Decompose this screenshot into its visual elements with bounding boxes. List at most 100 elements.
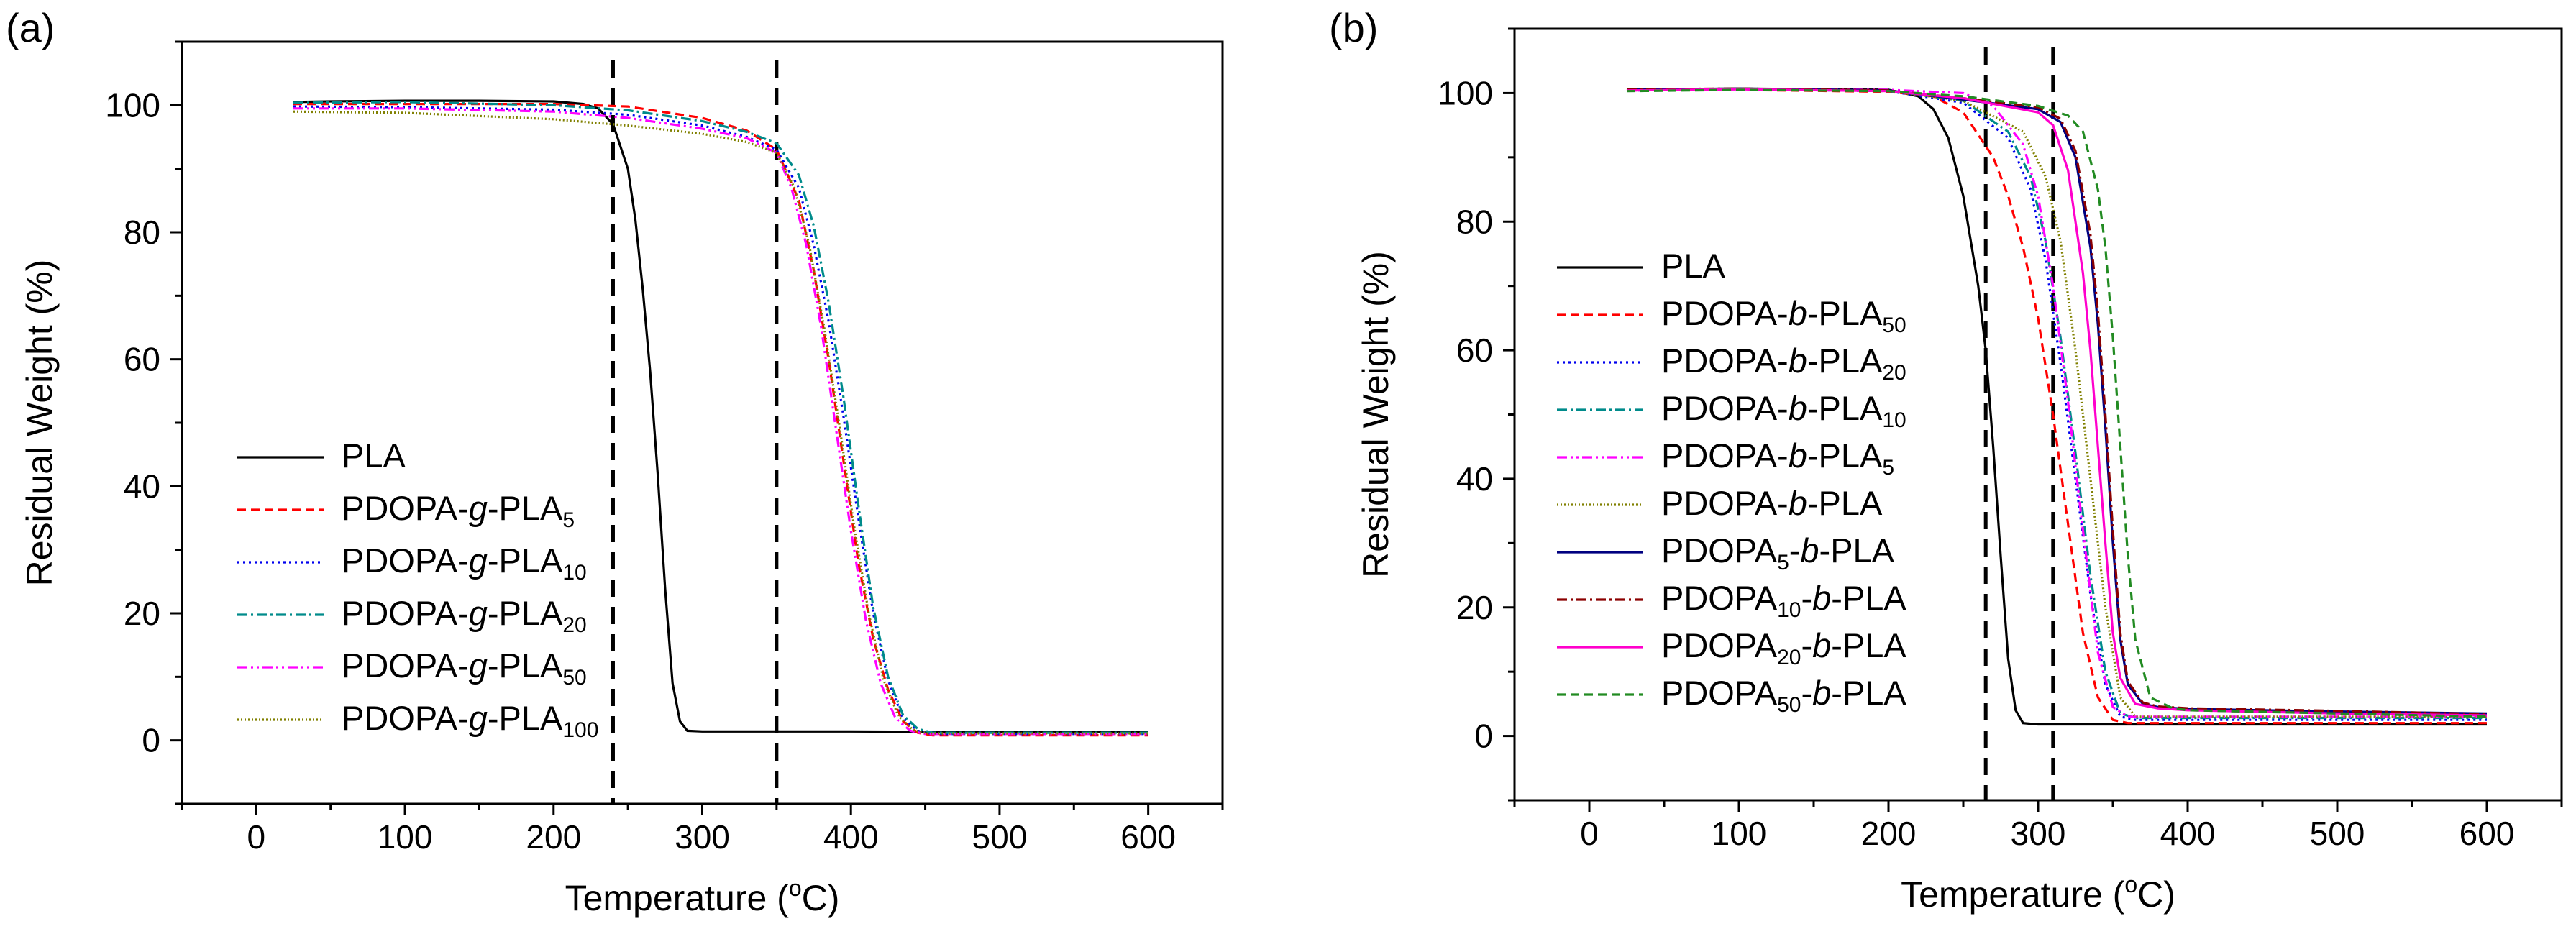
legend-label-part: 10 — [1882, 408, 1906, 432]
legend-label-part: -PLA — [1807, 436, 1883, 475]
legend-label-part: PDOPA- — [1661, 436, 1789, 475]
legend-label-part: -PLA — [1831, 674, 1906, 712]
series-line-2 — [293, 105, 1148, 736]
legend-label-part: b — [1812, 674, 1831, 712]
legend-label-part: g — [469, 699, 488, 737]
plot-frame — [181, 40, 1224, 805]
x-tick-label: 0 — [1580, 815, 1599, 852]
y-tick-label: 0 — [142, 722, 160, 759]
legend-label: PDOPA-g-PLA10 — [342, 541, 587, 585]
y-tick-label: 100 — [105, 86, 160, 124]
legend-label-part: PDOPA — [1661, 579, 1778, 617]
legend-label-part: 50 — [562, 666, 586, 690]
legend-label: PDOPA20-b-PLA — [1661, 626, 1906, 669]
legend-label: PDOPA-g-PLA100 — [342, 699, 598, 742]
legend-label-part: 5 — [1882, 456, 1894, 480]
x-axis-title-main: Temperature ( — [565, 878, 790, 918]
legend-label-part: - — [1801, 674, 1812, 712]
legend-label-part: -PLA — [488, 541, 563, 580]
x-axis-title-degree: o — [2124, 871, 2137, 897]
x-axis-title: Temperature (oC) — [1901, 871, 2175, 915]
legend-label-part: 10 — [562, 561, 586, 585]
series-line-8 — [1626, 88, 2488, 717]
legend-label-part: - — [1801, 626, 1812, 664]
legend-label-part: PDOPA- — [342, 541, 469, 580]
series-line-9 — [1626, 88, 2488, 718]
legend-label: PDOPA-g-PLA50 — [342, 646, 587, 690]
x-tick-label: 400 — [823, 818, 879, 856]
legend-label: PDOPA10-b-PLA — [1661, 579, 1906, 622]
legend-label-part: b — [1789, 389, 1807, 427]
y-axis-title: Residual Weight (%) — [19, 260, 60, 587]
legend-label-part: -PLA — [1831, 626, 1906, 664]
legend-label-part: PDOPA- — [1661, 294, 1789, 332]
legend-label-part: PDOPA- — [1661, 484, 1789, 522]
legend-label-part: b — [1789, 342, 1807, 380]
y-tick-label: 60 — [124, 341, 160, 378]
legend-label-part: 20 — [562, 613, 586, 637]
legend-label: PDOPA-b-PLA50 — [1661, 294, 1906, 337]
y-tick-label: 80 — [1456, 203, 1493, 240]
legend-label-part: PDOPA- — [342, 489, 469, 527]
legend-label-part: b — [1800, 531, 1819, 569]
legend-label-part: PLA — [342, 436, 406, 475]
legend-label-part: PDOPA- — [342, 699, 469, 737]
legend: PLAPDOPA-g-PLA5PDOPA-g-PLA10PDOPA-g-PLA2… — [237, 436, 598, 742]
legend-label-part: 20 — [1777, 646, 1801, 669]
legend-label-part: b — [1789, 436, 1807, 475]
panel-a: (a) 0 100 200 300 400 500 600 0 20 40 60 80 100 Temper… — [6, 5, 1224, 918]
x-axis-title-unit: C) — [802, 878, 840, 918]
legend-label-part: PDOPA — [1661, 674, 1778, 712]
legend-label-part: -PLA — [1807, 389, 1883, 427]
legend-label-part: g — [469, 489, 488, 527]
legend-label-part: PDOPA- — [1661, 342, 1789, 380]
legend-label-part: -PLA — [488, 699, 563, 737]
legend-label-part: -PLA — [1807, 294, 1883, 332]
y-tick-label: 20 — [1456, 589, 1493, 626]
series-line-0 — [1626, 87, 2487, 726]
y-tick-label: 100 — [1438, 74, 1493, 111]
legend-label-part: -PLA — [488, 646, 563, 685]
x-tick-label: 300 — [2011, 815, 2066, 852]
legend-label-part: PDOPA — [1661, 626, 1778, 664]
legend-label-part: 10 — [1777, 598, 1801, 622]
y-tick-label: 40 — [124, 467, 160, 505]
x-tick-label: 100 — [1712, 815, 1767, 852]
x-tick-label: 200 — [526, 818, 581, 856]
series-line-4 — [293, 107, 1148, 736]
legend-label: PDOPA-b-PLA5 — [1661, 436, 1894, 480]
legend-label-part: PDOPA- — [342, 594, 469, 632]
x-tick-label: 200 — [1861, 815, 1917, 852]
legend-label-part: -PLA — [1807, 342, 1883, 380]
legend-label-part: PDOPA — [1661, 531, 1778, 569]
panel-label: (b) — [1329, 5, 1378, 50]
legend-label-part: b — [1789, 294, 1807, 332]
legend-label: PLA — [1661, 247, 1725, 285]
legend-label-part: -PLA — [1831, 579, 1906, 617]
legend-label: PDOPA-b-PLA20 — [1661, 342, 1906, 385]
y-tick-label: 60 — [1456, 331, 1493, 369]
legend-label-part: -PLA — [1819, 531, 1895, 569]
series-line-4 — [1626, 88, 2487, 718]
legend-label-part: -PLA — [488, 594, 563, 632]
x-axis-title: Temperature (oC) — [565, 875, 840, 918]
y-tick-label: 0 — [1474, 718, 1493, 755]
legend-label-part: 5 — [1777, 551, 1789, 574]
y-tick-label: 40 — [1456, 460, 1493, 498]
legend-label-part: 50 — [1882, 313, 1906, 337]
legend: PLAPDOPA-b-PLA50PDOPA-b-PLA20PDOPA-b-PLA… — [1557, 247, 1906, 717]
x-tick-label: 0 — [247, 818, 266, 856]
legend-label: PDOPA50-b-PLA — [1661, 674, 1906, 717]
x-tick-label: 300 — [675, 818, 730, 856]
series-line-3 — [293, 101, 1148, 734]
panel-label: (a) — [6, 5, 55, 50]
legend-label-part: PDOPA- — [342, 646, 469, 685]
legend-label-part: g — [469, 594, 488, 632]
x-tick-label: 400 — [2160, 815, 2216, 852]
x-axis-title-unit: C) — [2137, 874, 2175, 915]
y-tick-label: 20 — [124, 595, 160, 632]
panel-b: (b) 0 100 200 300 400 500 600 0 20 40 60 80 100 Temper… — [1329, 5, 2563, 915]
legend-label: PDOPA-b-PLA — [1661, 484, 1883, 522]
legend-label-part: b — [1812, 626, 1831, 664]
